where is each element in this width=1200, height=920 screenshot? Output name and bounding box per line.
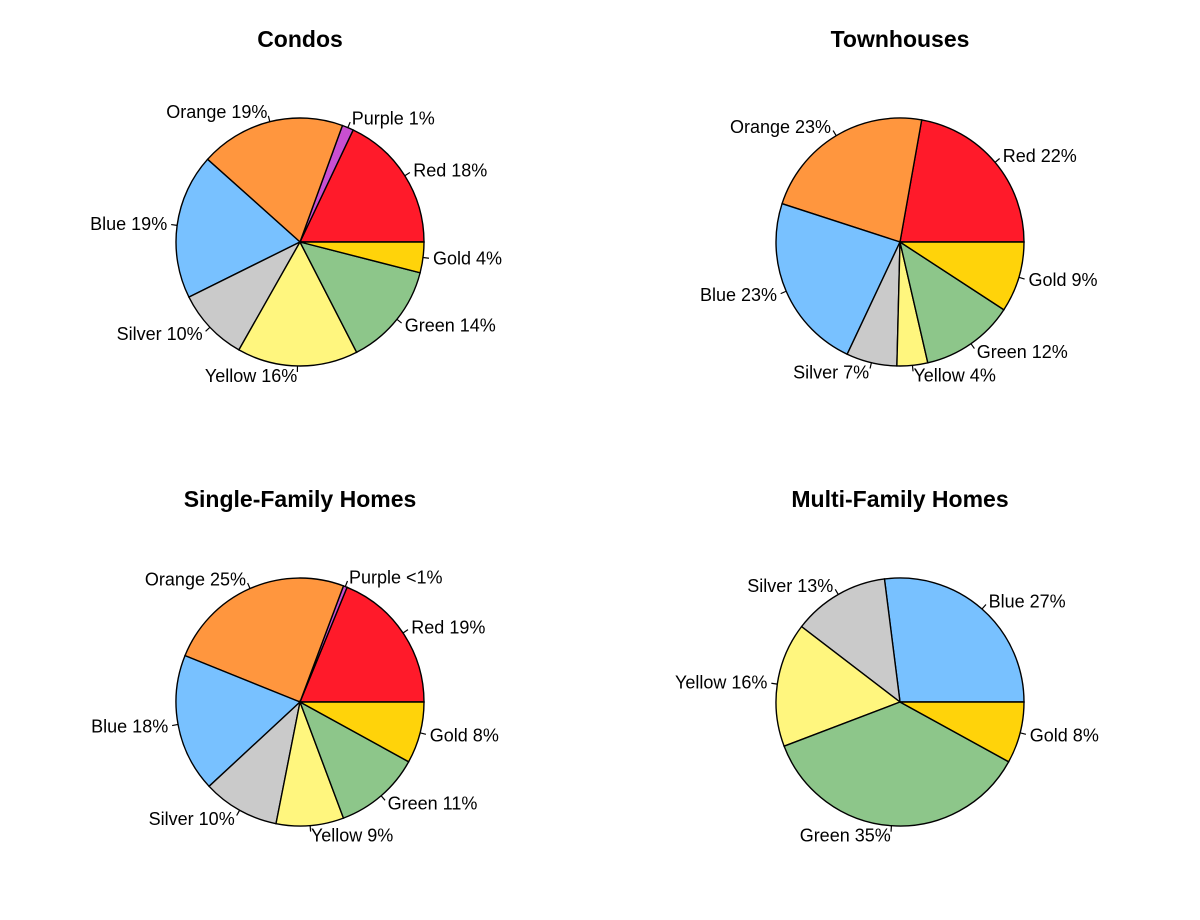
- label-tick: [1019, 732, 1027, 735]
- label-tick: [780, 290, 787, 295]
- pie-slice-red: [899, 119, 1025, 243]
- pie-labels: Blue 27% Silver 13% Yellow 16% Green 35% Gol…: [675, 576, 1099, 846]
- pie-slice-blue: [175, 654, 302, 788]
- chart-title: Condos: [257, 26, 343, 52]
- label-tick: [205, 326, 211, 332]
- slice-label-yellow: Yellow 16%: [205, 366, 297, 386]
- slice-label-red: Red 19%: [411, 617, 485, 637]
- label-tick: [834, 588, 839, 595]
- slice-label-gold: Gold 9%: [1028, 270, 1097, 290]
- label-tick: [970, 343, 975, 349]
- chart-title: Multi-Family Homes: [791, 486, 1008, 512]
- pie-slices: [775, 117, 1025, 367]
- pie-labels: Red 18% Purple 1% Orange 19% Blue 19% Silver…: [90, 102, 502, 386]
- slice-label-blue: Blue 19%: [90, 214, 167, 234]
- label-tick: [911, 365, 914, 372]
- pie-panel-condos: Condos Red 18% Purple 1% Orange 19% Blue 19…: [90, 26, 502, 386]
- pie-slice-gold: [299, 241, 425, 274]
- pie-slices: [175, 117, 425, 367]
- pie-slices: [175, 577, 425, 827]
- slice-label-yellow: Yellow 4%: [913, 365, 995, 385]
- pie-panel-townhouses: Townhouses Red 22% Orange 23% Blue 23% Silv…: [700, 26, 1098, 385]
- slice-label-orange: Orange 23%: [730, 117, 831, 137]
- slice-label-gold: Gold 4%: [433, 249, 502, 269]
- chart-title: Single-Family Homes: [184, 486, 417, 512]
- pie-slice-gold: [299, 701, 425, 763]
- label-tick: [347, 121, 351, 128]
- slice-label-silver: Silver 10%: [149, 809, 235, 829]
- slice-label-orange: Orange 19%: [166, 102, 267, 122]
- label-tick: [419, 732, 427, 735]
- slice-label-gold: Gold 8%: [430, 725, 499, 745]
- pie-slice-silver: [208, 700, 302, 825]
- label-tick: [771, 682, 778, 685]
- slice-label-red: Red 18%: [413, 160, 487, 180]
- slice-label-green: Green 14%: [405, 316, 496, 336]
- label-tick: [994, 158, 1001, 163]
- label-tick: [869, 362, 873, 369]
- pie-slice-red: [298, 129, 425, 243]
- pie-slice-orange: [206, 117, 344, 244]
- slice-label-gold: Gold 8%: [1030, 725, 1099, 745]
- pie-slice-blue: [175, 158, 302, 299]
- pie-slice-green: [783, 701, 1010, 827]
- label-tick: [981, 604, 987, 610]
- label-tick: [247, 582, 251, 589]
- pie-slice-gold: [899, 701, 1025, 763]
- slice-label-blue: Blue 18%: [91, 716, 168, 736]
- pie-slice-silver: [800, 578, 901, 704]
- slice-label-purple: Purple 1%: [352, 108, 435, 128]
- label-tick: [172, 723, 179, 727]
- label-tick: [267, 115, 271, 122]
- slice-label-green: Green 35%: [800, 826, 891, 846]
- label-tick: [396, 318, 402, 324]
- label-tick: [404, 172, 411, 177]
- label-tick: [344, 580, 349, 587]
- label-tick: [171, 223, 178, 226]
- slice-label-blue: Blue 23%: [700, 285, 777, 305]
- slice-label-green: Green 11%: [388, 793, 478, 813]
- label-tick: [402, 629, 409, 634]
- slice-label-silver: Silver 10%: [117, 324, 203, 344]
- pie-slice-gold: [897, 241, 1025, 311]
- label-tick: [380, 795, 386, 801]
- slice-label-yellow: Yellow 16%: [675, 673, 767, 693]
- slice-label-orange: Orange 25%: [145, 569, 246, 589]
- slice-label-purple: Purple <1%: [349, 567, 443, 587]
- pie-slice-blue: [883, 577, 1025, 703]
- label-tick: [236, 809, 241, 816]
- pie-slice-green: [898, 240, 1005, 364]
- pie-labels: Red 19% Purple <1% Orange 25% Blue 18% Silve…: [91, 567, 499, 845]
- label-tick: [422, 256, 430, 259]
- label-tick: [832, 130, 837, 136]
- slice-label-yellow: Yellow 9%: [311, 826, 393, 846]
- slice-label-silver: Silver 7%: [793, 362, 869, 382]
- chart-title: Townhouses: [831, 26, 970, 52]
- pie-slices: [775, 577, 1025, 827]
- pie-labels: Red 22% Orange 23% Blue 23% Silver 7% Yellow…: [700, 117, 1098, 385]
- pie-slice-yellow: [775, 625, 902, 748]
- slice-label-red: Red 22%: [1003, 146, 1077, 166]
- label-tick: [1018, 276, 1025, 280]
- pie-panel-single-family-homes: Single-Family Homes Red 19% Purple <1% Ora…: [91, 486, 499, 846]
- slice-label-green: Green 12%: [977, 342, 1068, 362]
- pie-panel-multi-family-homes: Multi-Family Homes Blue 27% Silver 13% Yel…: [675, 486, 1099, 846]
- slice-label-silver: Silver 13%: [747, 576, 833, 596]
- slice-label-blue: Blue 27%: [989, 591, 1066, 611]
